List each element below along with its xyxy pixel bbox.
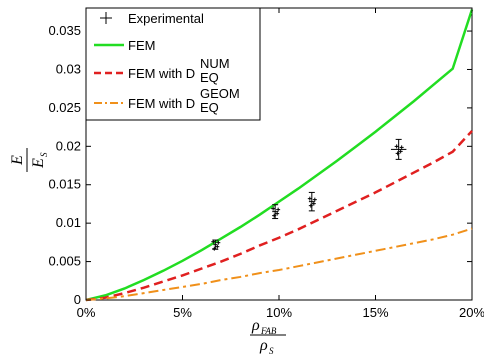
x-tick-label: 15% (362, 305, 388, 320)
x-tick-label: 5% (173, 305, 192, 320)
series-layer (85, 9, 474, 302)
legend-sub-fem-num: EQ (200, 70, 219, 85)
legend-entry-fem-geom: FEM with D GEOM EQ (94, 86, 240, 115)
legend-label-fem: FEM (128, 38, 155, 53)
experimental-point (271, 204, 281, 220)
x-label-numerator: ρ (251, 317, 260, 334)
y-tick-label: 0 (74, 292, 81, 307)
legend-label-fem-num: FEM with D (128, 66, 195, 81)
y-label-denominator-sub: S (39, 152, 49, 157)
x-tick-label: 0% (77, 305, 96, 320)
x-tick-label: 10% (266, 305, 292, 320)
series-line-3 (85, 227, 473, 301)
x-label-denominator-sub: S (269, 346, 274, 354)
y-tick-label: 0.005 (48, 254, 81, 269)
experimental-point (390, 138, 407, 160)
y-tick-label: 0.03 (56, 61, 81, 76)
legend-sup-fem-num: NUM (200, 56, 230, 71)
experimental-point (307, 191, 317, 212)
legend-entry-experimental: Experimental (100, 11, 204, 26)
legend: Experimental FEM FEM with D NUM EQ FEM w… (85, 7, 261, 121)
x-tick-label: 20% (459, 305, 484, 320)
legend-entry-fem: FEM (94, 38, 155, 53)
series-line-1 (85, 9, 474, 302)
x-label-numerator-sub: FAB (260, 326, 277, 336)
legend-box (85, 7, 261, 121)
x-label-denominator: ρ (259, 337, 268, 354)
x-axis-label: ρ FAB ρ S (250, 317, 286, 354)
legend-label-fem-geom: FEM with D (128, 96, 195, 111)
y-label-denominator: E (30, 158, 47, 169)
y-tick-label: 0.025 (48, 100, 81, 115)
legend-label-experimental: Experimental (128, 11, 204, 26)
experimental-point (211, 239, 221, 251)
series-line-2 (85, 130, 473, 302)
legend-sup-fem-geom: GEOM (200, 86, 240, 101)
ticks-layer: 0% 5% 10% 15% 20% 0 0.005 0.01 0.015 0.02 0.025 0.0… (48, 8, 484, 320)
y-tick-label: 0.01 (56, 215, 81, 230)
legend-entry-fem-num: FEM with D NUM EQ (94, 56, 230, 85)
y-axis-label: E E S (9, 148, 49, 172)
y-label-numerator: E (9, 155, 26, 166)
experimental-points (211, 138, 407, 251)
y-tick-label: 0.02 (56, 138, 81, 153)
y-tick-label: 0.015 (48, 177, 81, 192)
legend-sub-fem-geom: EQ (200, 100, 219, 115)
y-tick-label: 0.035 (48, 23, 81, 38)
